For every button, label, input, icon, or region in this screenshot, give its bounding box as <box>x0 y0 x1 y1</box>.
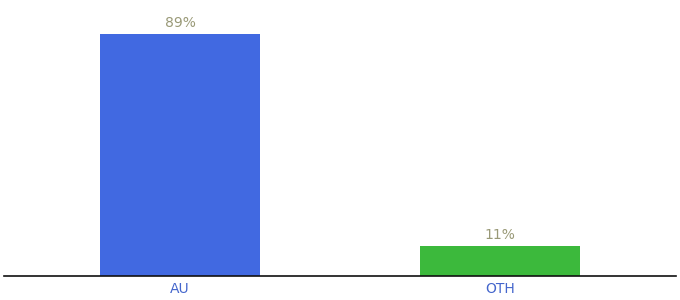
Text: 11%: 11% <box>484 228 515 242</box>
Bar <box>100 34 260 276</box>
Bar <box>420 246 580 276</box>
Text: 89%: 89% <box>165 16 196 30</box>
